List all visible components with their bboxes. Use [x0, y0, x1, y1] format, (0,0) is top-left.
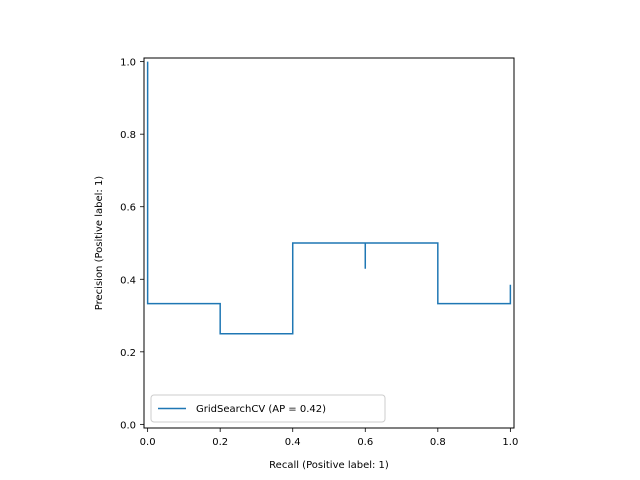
y-tick-label: 0.4	[120, 275, 136, 286]
legend-label: GridSearchCV (AP = 0.42)	[196, 404, 326, 415]
x-tick-label: 0.0	[140, 437, 156, 448]
x-axis-label: Recall (Positive label: 1)	[269, 460, 389, 471]
x-tick-label: 0.8	[430, 437, 446, 448]
y-tick-label: 0.2	[120, 348, 136, 359]
axes-frame	[143, 57, 515, 429]
y-tick-label: 1.0	[120, 58, 136, 69]
y-tick-label: 0.0	[120, 420, 136, 431]
y-axis-ticks: 0.0 0.2 0.4 0.6 0.8 1.0	[120, 58, 144, 431]
series-line-0	[146, 61, 512, 335]
x-tick-label: 0.2	[212, 437, 228, 448]
series-layer	[146, 61, 512, 335]
y-tick-label: 0.6	[120, 203, 136, 214]
x-tick-label: 0.4	[285, 437, 301, 448]
legend-frame	[150, 394, 386, 423]
x-tick-label: 0.6	[357, 437, 373, 448]
x-tick-label: 1.0	[502, 437, 518, 448]
y-tick-label: 0.8	[120, 130, 136, 141]
y-axis-label: Precision (Positive label: 1)	[94, 176, 105, 311]
legend: GridSearchCV (AP = 0.42)	[150, 394, 386, 423]
x-axis-ticks: 0.0 0.2 0.4 0.6 0.8 1.0	[140, 428, 518, 448]
